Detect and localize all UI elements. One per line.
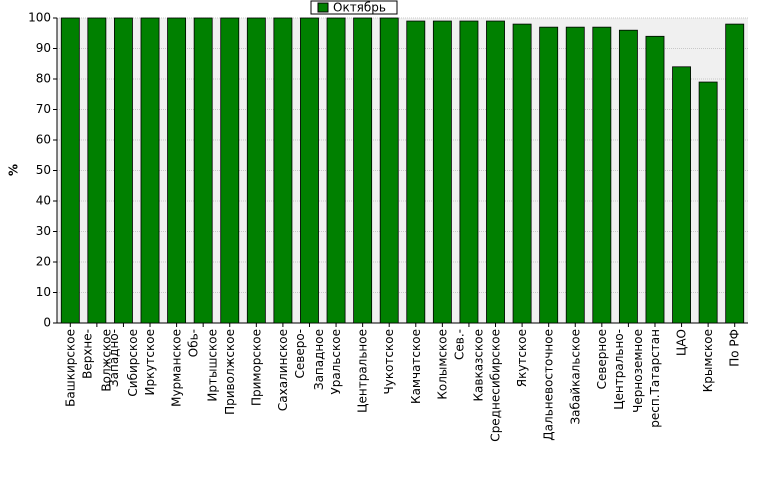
- legend-swatch: [317, 2, 329, 13]
- x-tick-label: ЦАО: [674, 329, 688, 356]
- bar: [326, 17, 346, 324]
- y-tick-label: 30: [36, 224, 51, 238]
- x-tick-label: Мурманское: [169, 329, 183, 407]
- y-axis-label: %: [7, 164, 21, 176]
- x-tick-label: Забайкальское: [568, 329, 582, 425]
- x-tick-label: Обь- Иртышское: [186, 329, 219, 402]
- bar: [220, 17, 240, 324]
- x-tick-label: Уральское: [329, 329, 343, 395]
- bar: [432, 20, 452, 324]
- bar: [114, 17, 133, 324]
- x-tick-label: Северо- Западное: [292, 329, 325, 390]
- bar: [539, 26, 559, 324]
- bar: [60, 17, 80, 324]
- x-tick-label: Башкирское: [63, 329, 77, 407]
- bar: [672, 66, 691, 324]
- y-tick-label: 40: [36, 194, 51, 208]
- bar: [140, 17, 160, 324]
- bar: [725, 23, 745, 324]
- y-tick-label: 10: [36, 285, 51, 299]
- bar: [167, 17, 187, 324]
- x-tick-label: Дальневосточное: [541, 329, 555, 441]
- y-tick-label: 100: [28, 11, 51, 25]
- x-tick-label: Центральное: [355, 329, 369, 413]
- x-tick-label: Западно- Сибирское: [106, 329, 139, 397]
- plot-area: [57, 18, 748, 323]
- bar: [353, 17, 373, 324]
- y-tick-label: 0: [43, 316, 51, 330]
- y-tick-label: 80: [36, 72, 51, 86]
- x-tick-label: Иркутское: [143, 329, 157, 396]
- bar: [698, 81, 718, 324]
- legend-label: Октябрь: [333, 1, 386, 15]
- x-tick-label: Якутское: [515, 329, 529, 387]
- bar: [592, 26, 612, 324]
- bar: [486, 20, 505, 324]
- bar: [406, 20, 426, 324]
- bar: [300, 17, 319, 324]
- y-tick-label: 20: [36, 255, 51, 269]
- x-tick-label: Крымское: [701, 329, 715, 392]
- y-tick-label: 90: [36, 41, 51, 55]
- bar: [565, 26, 585, 324]
- x-tick-label: По РФ: [727, 329, 741, 367]
- x-tick-label: Приморское: [249, 329, 263, 406]
- x-tick-label: Центрально- Черноземное: [611, 329, 644, 413]
- x-tick-label: Приволжское: [222, 329, 236, 415]
- x-tick-label: Камчатское: [408, 329, 422, 404]
- bar: [512, 23, 532, 324]
- y-tick-label: 60: [36, 133, 51, 147]
- bar: [87, 17, 107, 324]
- x-tick-label: респ.Татарстан: [647, 329, 661, 428]
- x-tick-label: Чукотское: [382, 329, 396, 394]
- bar: [618, 29, 638, 324]
- x-tick-label: Сахалинское: [275, 329, 289, 411]
- x-tick-label: Колымское: [435, 329, 449, 400]
- x-tick-label: Северное: [594, 329, 608, 389]
- bar: [459, 20, 479, 324]
- bar: [379, 17, 399, 324]
- bar: [273, 17, 293, 324]
- legend: Октябрь: [310, 0, 398, 15]
- x-tick-label: Верхне- Волжское: [80, 329, 113, 392]
- legend-box: [310, 0, 398, 15]
- bar: [645, 35, 665, 324]
- bar: [246, 17, 266, 324]
- y-tick-label: 70: [36, 102, 51, 116]
- y-tick-label: 50: [36, 163, 51, 177]
- x-tick-label: Сев.- Кавказское: [452, 329, 485, 402]
- bar: [193, 17, 213, 324]
- x-tick-label: Среднесибирское: [488, 329, 502, 442]
